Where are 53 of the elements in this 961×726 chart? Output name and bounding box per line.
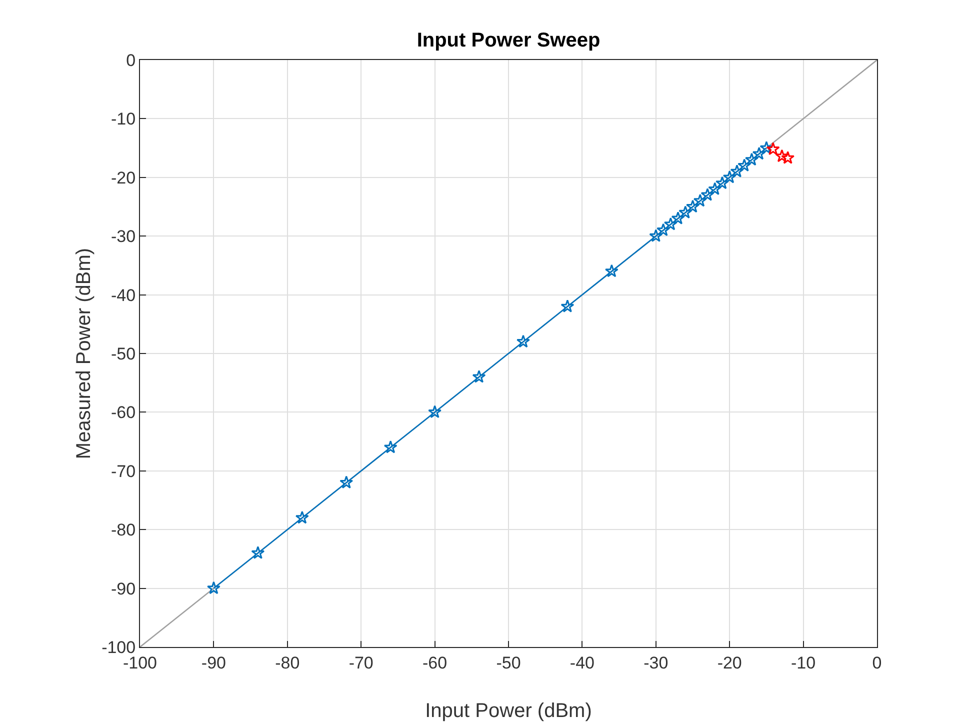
y-tick-label: -90 xyxy=(111,579,136,598)
y-tick-label: -70 xyxy=(111,462,136,481)
x-tick-label: -60 xyxy=(422,653,448,672)
point xyxy=(708,182,722,195)
point xyxy=(649,229,663,242)
point xyxy=(744,152,758,166)
y-tick-label: -20 xyxy=(111,168,136,188)
x-tick-label: -50 xyxy=(496,653,521,672)
point xyxy=(693,194,707,207)
point xyxy=(738,158,752,172)
point xyxy=(671,211,685,224)
x-tick-label: -20 xyxy=(717,653,742,672)
point xyxy=(428,405,442,418)
y-tick-label: 0 xyxy=(126,50,136,70)
y-tick-label: -40 xyxy=(111,286,136,305)
y-tick-label: -50 xyxy=(111,344,136,364)
y-tick-label: -80 xyxy=(111,520,136,540)
point xyxy=(604,264,618,278)
point xyxy=(664,217,678,230)
point xyxy=(678,206,692,218)
x-tick-label: 0 xyxy=(872,653,882,672)
y-tick-label: -30 xyxy=(111,227,136,246)
x-tick-label: -80 xyxy=(275,653,300,672)
point xyxy=(781,150,795,164)
point xyxy=(686,200,700,213)
point xyxy=(384,440,398,454)
point xyxy=(656,223,670,236)
point xyxy=(516,334,530,348)
point xyxy=(766,142,780,156)
x-tick-label: -40 xyxy=(570,653,594,672)
point xyxy=(775,149,789,162)
point xyxy=(560,299,574,312)
x-tick-label: -30 xyxy=(644,653,668,672)
y-tick-label: -60 xyxy=(111,403,136,422)
y-tick-label: -100 xyxy=(102,638,136,657)
point xyxy=(730,164,744,178)
y-axis-title: Measured Power (dBm) xyxy=(73,248,95,460)
x-axis-title: Input Power (dBm) xyxy=(425,700,592,722)
point xyxy=(340,476,354,488)
point xyxy=(295,510,309,524)
chart-title: Input Power Sweep xyxy=(416,30,600,52)
point xyxy=(760,141,774,154)
point xyxy=(722,170,736,184)
x-tick-label: -90 xyxy=(201,653,226,672)
point xyxy=(472,370,486,383)
point xyxy=(251,546,265,559)
x-tick-label: -10 xyxy=(791,653,816,672)
point xyxy=(752,146,766,160)
y-tick-label: -10 xyxy=(111,110,136,129)
point xyxy=(715,176,729,190)
point xyxy=(700,188,714,201)
point xyxy=(206,581,220,594)
x-tick-label: -70 xyxy=(348,653,374,672)
